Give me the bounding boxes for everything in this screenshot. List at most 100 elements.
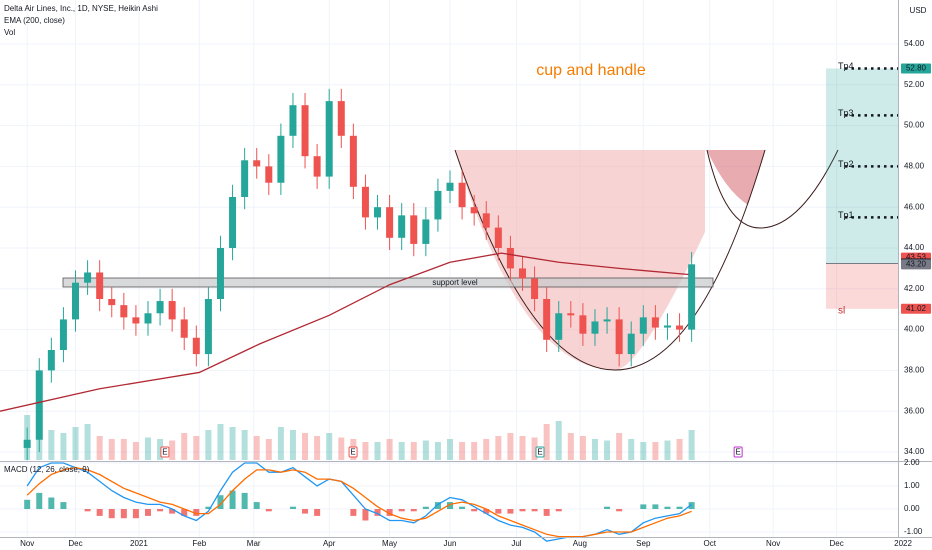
y-tick-label: 38.00 (904, 366, 925, 375)
macd-histogram (386, 509, 393, 516)
annotation: cup and handle (536, 62, 646, 79)
candle-body (96, 272, 104, 299)
macd-histogram (543, 509, 550, 516)
stop-label: sl (838, 305, 845, 316)
candle-body (253, 160, 261, 167)
volume-bar (193, 436, 200, 460)
candle-body (615, 319, 623, 355)
indicator: EMA (200, close) (4, 16, 65, 25)
volume-bar (132, 442, 139, 460)
candle-body (398, 215, 406, 238)
candle-body (156, 301, 164, 314)
candle-body (482, 213, 490, 228)
candle-body (567, 313, 575, 316)
volume-bar (483, 439, 490, 460)
macd-histogram (640, 504, 647, 509)
macd-histogram (374, 509, 381, 516)
macd-histogram (531, 509, 538, 512)
macd-histogram (24, 499, 31, 509)
axis: 54.00 52.00 50.00 48.00 46.00 44.00 42.00 40.00… (20, 39, 931, 548)
y-tick-label: 46.00 (904, 202, 925, 211)
macd-histogram (688, 502, 695, 509)
candle-body (108, 299, 116, 306)
macd-histogram (471, 509, 478, 512)
volume-bar (302, 433, 309, 460)
macd-histogram (96, 509, 103, 516)
macd-histogram (241, 492, 248, 509)
macd-histogram (434, 502, 441, 509)
candle-body (120, 305, 128, 318)
macd-histogram (205, 506, 212, 509)
earnings-label: E (537, 448, 542, 457)
volume-bar (181, 433, 188, 460)
volume-bar (531, 437, 538, 460)
marks: E E E E Tp4 Tp3 Tp2 Tp1 sl (0, 61, 905, 542)
x-tick-label: Aug (573, 539, 587, 548)
candle-body (289, 105, 297, 136)
ema-line (0, 252, 689, 412)
candle-body (531, 278, 539, 299)
volume-bar (543, 424, 550, 460)
volume-bar (664, 440, 671, 460)
candle-body (72, 282, 80, 320)
candle-body (386, 207, 394, 238)
price-badge (901, 259, 931, 270)
volume-bar (144, 437, 151, 460)
candle-body (361, 186, 369, 218)
macd-histogram (120, 509, 127, 519)
candle-body (301, 105, 309, 157)
macd-histogram (652, 504, 659, 509)
earnings-marker (160, 446, 170, 458)
volume-bar (157, 439, 164, 460)
volume-bar (688, 430, 695, 460)
earnings-label: E (350, 448, 355, 457)
macd-histogram (495, 509, 502, 514)
candle-body (84, 272, 92, 283)
volume-bar (60, 433, 67, 460)
volume-bar (628, 439, 635, 460)
earnings-marker (348, 446, 358, 458)
signal-line (26, 466, 692, 538)
volume-bar (398, 442, 405, 460)
macd-histogram (483, 509, 490, 514)
x-tick-label: Jun (444, 539, 457, 548)
candle-body (688, 264, 696, 330)
volume-bar (229, 427, 236, 460)
y-tick-label: 48.00 (904, 162, 925, 171)
candle-body (555, 313, 563, 340)
candle-body (434, 190, 442, 220)
volume-bar (84, 424, 91, 460)
x-tick-label: Apr (323, 539, 336, 548)
candle-body (168, 301, 176, 320)
volume-bar (120, 439, 127, 460)
candle-body (23, 439, 31, 448)
y2-tick-label: 0.00 (904, 504, 920, 513)
volume-bar (326, 433, 333, 460)
volume-bar (495, 436, 502, 460)
macd-histogram (289, 506, 296, 509)
price-badge (901, 303, 931, 314)
y-tick-label: 36.00 (904, 406, 925, 415)
volume-bar (616, 433, 623, 460)
loss-zone (826, 263, 898, 309)
volume-bar (265, 439, 272, 460)
candle-body (192, 337, 200, 355)
price-badge-label: 43.20 (906, 259, 927, 268)
indicator: Vol (4, 28, 15, 37)
macd-histogram (398, 509, 405, 512)
volume-bar (604, 440, 611, 460)
macd-histogram (144, 509, 151, 516)
candle-body (603, 319, 611, 322)
y-tick-label: 54.00 (904, 39, 925, 48)
volume-bar (96, 436, 103, 460)
volume-bar (48, 430, 55, 460)
volume-bar (374, 442, 381, 460)
candle-body (374, 207, 382, 218)
volume-bar (205, 430, 212, 460)
macd-histogram (132, 509, 139, 519)
price-badge-label: 43.53 (906, 253, 927, 262)
macd-title: MACD (12, 26, close, 9) (4, 465, 90, 474)
candle-body (325, 101, 333, 177)
target-label: Tp1 (838, 210, 854, 220)
